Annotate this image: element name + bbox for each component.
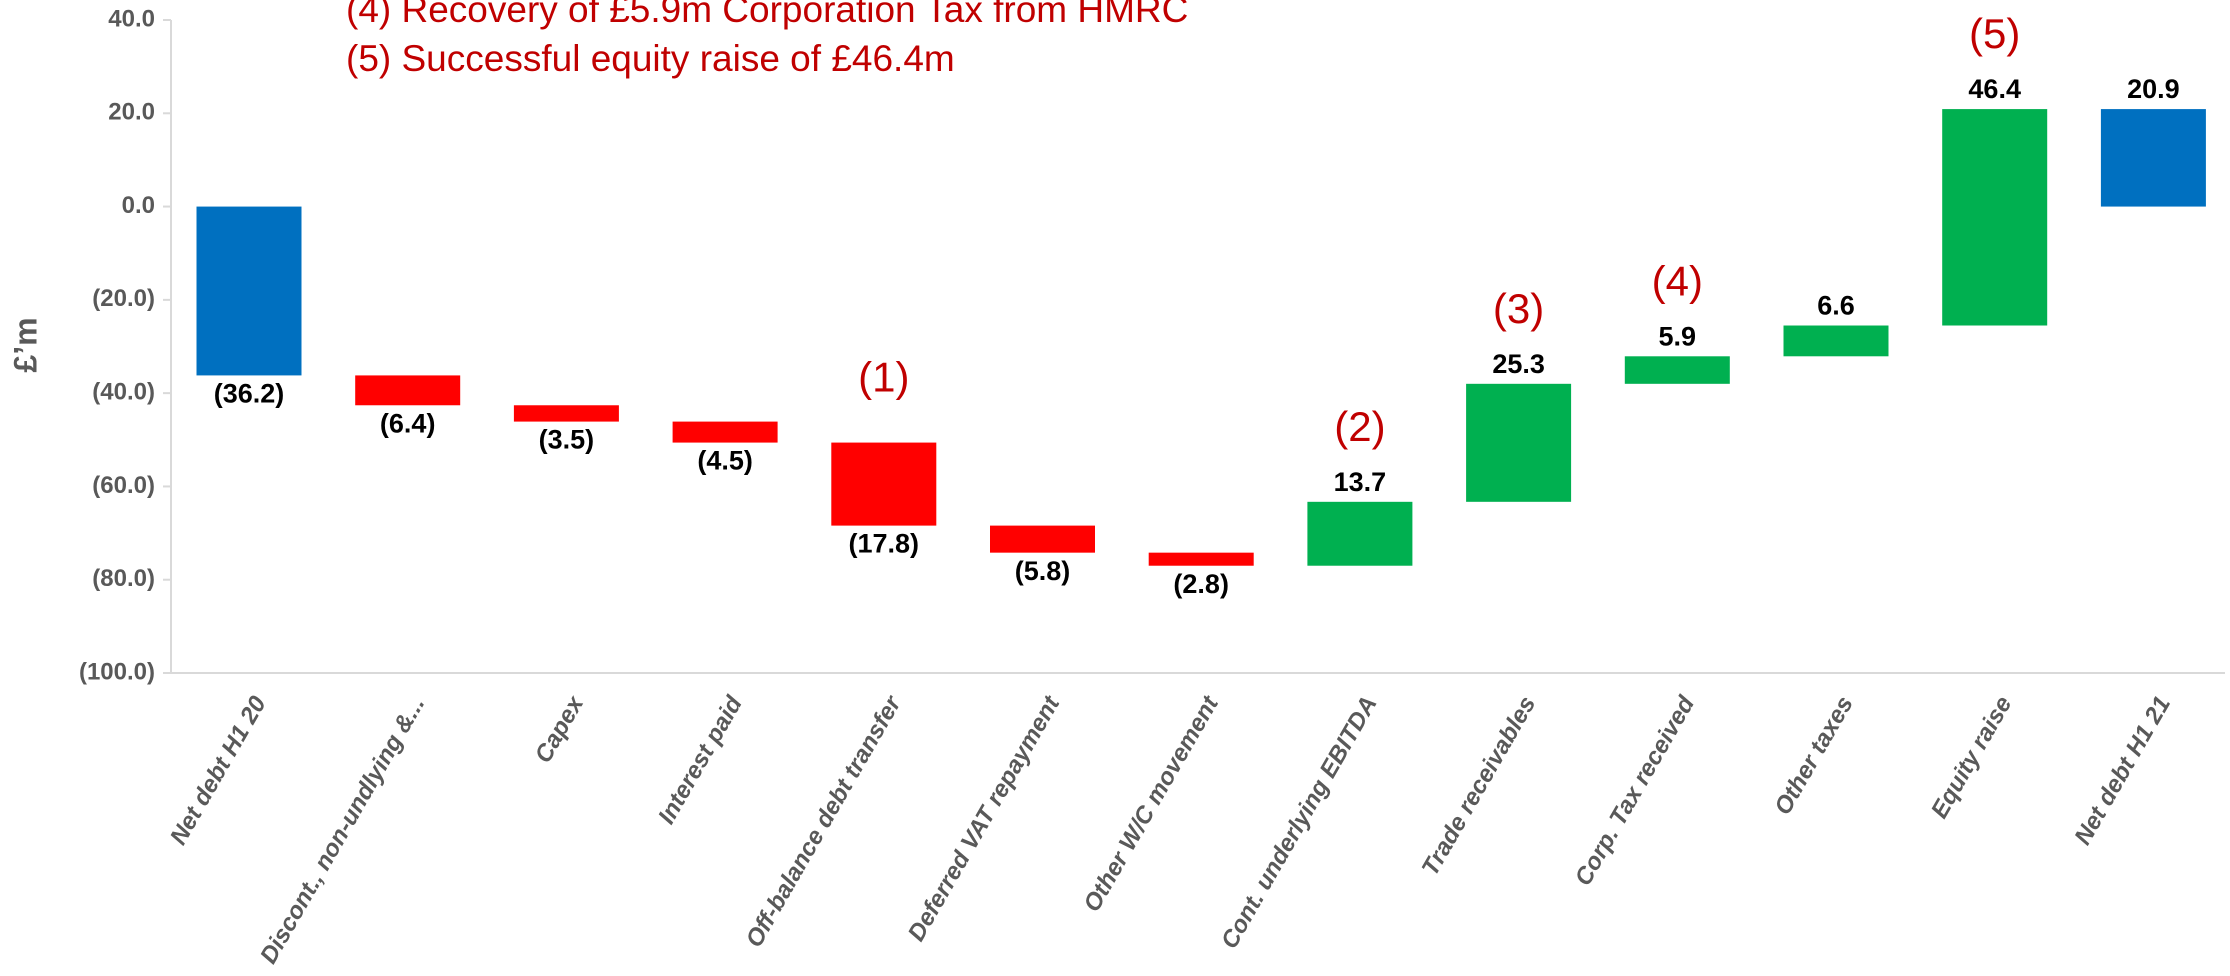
bar bbox=[2100, 109, 2206, 207]
value-label: (5.8) bbox=[1015, 556, 1071, 586]
value-label: (4.5) bbox=[697, 446, 753, 476]
callout: (4) bbox=[1652, 257, 1703, 304]
y-tick-label: 40.0 bbox=[108, 5, 155, 32]
callout: (3) bbox=[1493, 285, 1544, 332]
y-tick-label: (40.0) bbox=[92, 378, 155, 405]
y-tick-label: 0.0 bbox=[122, 192, 155, 219]
value-label: 20.9 bbox=[2127, 74, 2180, 104]
y-tick-label: (80.0) bbox=[92, 565, 155, 592]
value-label: 25.3 bbox=[1492, 349, 1545, 379]
value-label: 46.4 bbox=[1968, 74, 2021, 104]
value-label: 5.9 bbox=[1659, 321, 1697, 351]
bar bbox=[1783, 325, 1889, 357]
value-label: (17.8) bbox=[849, 529, 920, 559]
bar bbox=[831, 442, 937, 526]
y-tick-label: (60.0) bbox=[92, 472, 155, 499]
x-tick-label: Other W/C movement bbox=[1078, 691, 1224, 917]
bar bbox=[990, 525, 1095, 553]
x-tick-label: Deferred VAT repayment bbox=[903, 691, 1066, 946]
value-label: 13.7 bbox=[1334, 467, 1387, 497]
x-tick-label: Equity raise bbox=[1926, 692, 2017, 823]
bar bbox=[1307, 501, 1413, 566]
x-tick-label: Cont. underlying EBITDA bbox=[1216, 692, 1383, 954]
bar bbox=[1466, 383, 1572, 502]
y-tick-label: 20.0 bbox=[108, 99, 155, 126]
value-label: 6.6 bbox=[1817, 291, 1855, 321]
x-tick-label: Net debt H1 21 bbox=[2069, 692, 2176, 850]
x-tick-label: Capex bbox=[530, 690, 590, 767]
value-label: (3.5) bbox=[539, 425, 595, 455]
bar bbox=[1624, 356, 1730, 384]
y-tick-label: (20.0) bbox=[92, 285, 155, 312]
y-tick-label: (100.0) bbox=[79, 658, 155, 685]
value-label: (6.4) bbox=[380, 408, 436, 438]
annotation: (4) Recovery of £5.9m Corporation Tax fr… bbox=[346, 0, 1188, 30]
callout: (5) bbox=[1969, 10, 2020, 57]
bar bbox=[355, 375, 461, 406]
x-tick-label: Off-balance debt transfer bbox=[741, 690, 908, 952]
bar bbox=[672, 421, 778, 443]
bar bbox=[1148, 552, 1254, 566]
annotation: (5) Successful equity raise of £46.4m bbox=[346, 38, 955, 79]
x-tick-label: Corp. Tax received bbox=[1570, 691, 1701, 891]
x-tick-label: Other taxes bbox=[1769, 692, 1858, 820]
callout: (1) bbox=[858, 354, 909, 401]
bar bbox=[1942, 109, 2048, 326]
x-tick-label: Trade receivables bbox=[1417, 692, 1542, 881]
x-tick-label: Interest paid bbox=[653, 691, 748, 829]
x-tick-label: Discont., non-undlying &... bbox=[255, 692, 430, 969]
y-axis-label: £’m bbox=[7, 317, 43, 372]
x-tick-label: Net debt H1 20 bbox=[165, 691, 272, 849]
callout: (2) bbox=[1334, 403, 1385, 450]
bar bbox=[196, 206, 302, 376]
bar bbox=[513, 405, 619, 422]
value-label: (36.2) bbox=[214, 379, 285, 409]
value-label: (2.8) bbox=[1173, 569, 1229, 599]
